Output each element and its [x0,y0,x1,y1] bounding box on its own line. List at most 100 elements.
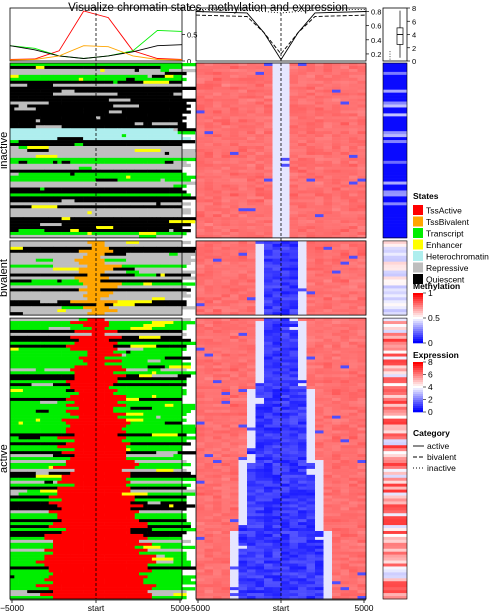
states-cell [14,193,28,197]
methylation-cell [221,332,231,337]
methylation-cell [255,394,265,399]
methylation-cell [264,214,273,218]
methylation-cell [213,175,222,179]
states-cell [57,418,62,422]
states-cell [57,279,62,283]
methylation-cell [238,131,248,135]
states-cell [48,356,67,360]
methylation-cell [298,344,307,348]
states-cell [139,104,157,108]
methylation-cell [298,255,307,260]
states-cell [10,584,28,588]
methylation-cell [196,430,205,434]
states-cell [35,371,45,375]
states-cell [173,442,178,446]
methylation-cell [323,190,333,194]
states-cell [143,261,170,265]
methylation-cell [332,418,341,422]
states-cell [134,273,157,277]
methylation-cell [340,332,350,337]
states-cell [156,554,166,558]
methylation-cell [306,436,316,440]
methylation-cell [357,83,367,88]
states-cell [83,590,105,594]
methylation-cell [349,285,358,289]
methylation-cell [213,394,222,399]
methylation-cell [221,234,231,239]
methylation-cell [281,140,290,144]
states-cell [78,590,84,594]
methylation-cell [306,229,316,233]
methylation-cell [357,65,367,70]
methylation-cell [221,113,231,117]
states-cell [10,403,32,408]
methylation-cell [298,430,307,434]
methylation-cell [204,468,214,473]
methylation-cell [238,252,248,257]
states-cell [91,80,114,85]
states-cell [10,92,37,96]
methylation-cell [272,119,282,123]
methylation-cell [255,359,265,363]
methylation-cell [204,392,214,396]
methylation-cell [247,65,256,70]
methylation-cell [255,397,265,402]
methylation-cell [281,223,290,227]
states-cell [108,436,118,440]
methylation-cell [357,255,367,260]
methylation-cell [298,217,307,221]
states-cell [134,77,148,82]
states-cell [108,181,131,185]
methylation-cell [213,166,222,171]
methylation-cell [247,403,256,408]
methylation-cell [306,172,316,176]
states-cell [139,539,157,544]
states-cell [40,510,49,514]
methylation-cell [281,131,290,135]
methylation-cell [323,83,333,88]
states-cell [117,125,140,129]
states-cell [151,383,170,387]
states-cell [22,389,45,393]
states-cell [10,368,28,372]
states-cell [57,137,84,141]
methylation-cell [255,89,265,93]
states-cell [31,86,37,90]
methylation-cell [238,92,248,96]
states-cell [40,187,45,191]
methylation-cell [281,74,290,79]
states-cell [169,80,183,85]
states-cell [169,249,178,254]
states-cell [117,436,123,440]
methylation-cell [221,137,231,141]
methylation-cell [306,294,316,298]
methylation-cell [196,146,205,150]
methylation-cell [213,181,222,185]
states-cell [121,548,140,552]
states-cell [10,116,28,120]
methylation-cell [255,223,265,227]
methylation-cell [289,199,299,203]
methylation-cell [264,249,273,254]
methylation-cell [204,131,214,135]
methylation-cell [247,223,256,227]
methylation-cell [255,163,265,168]
methylation-cell [230,380,239,384]
methylation-cell [357,107,367,111]
methylation-cell [332,400,341,405]
methylation-cell [315,134,324,138]
methylation-cell [255,193,265,197]
methylation-cell [289,205,299,209]
states-cell [61,386,71,390]
methylation-cell [340,101,350,105]
methylation-cell [221,122,231,126]
methylation-cell [264,196,273,200]
methylation-cell [196,89,205,93]
states-cell [35,297,45,301]
states-cell [31,291,41,295]
methylation-cell [323,258,333,262]
methylation-cell [213,154,222,159]
methylation-cell [281,480,290,484]
states-cell [57,220,75,224]
methylation-cell [349,439,358,443]
